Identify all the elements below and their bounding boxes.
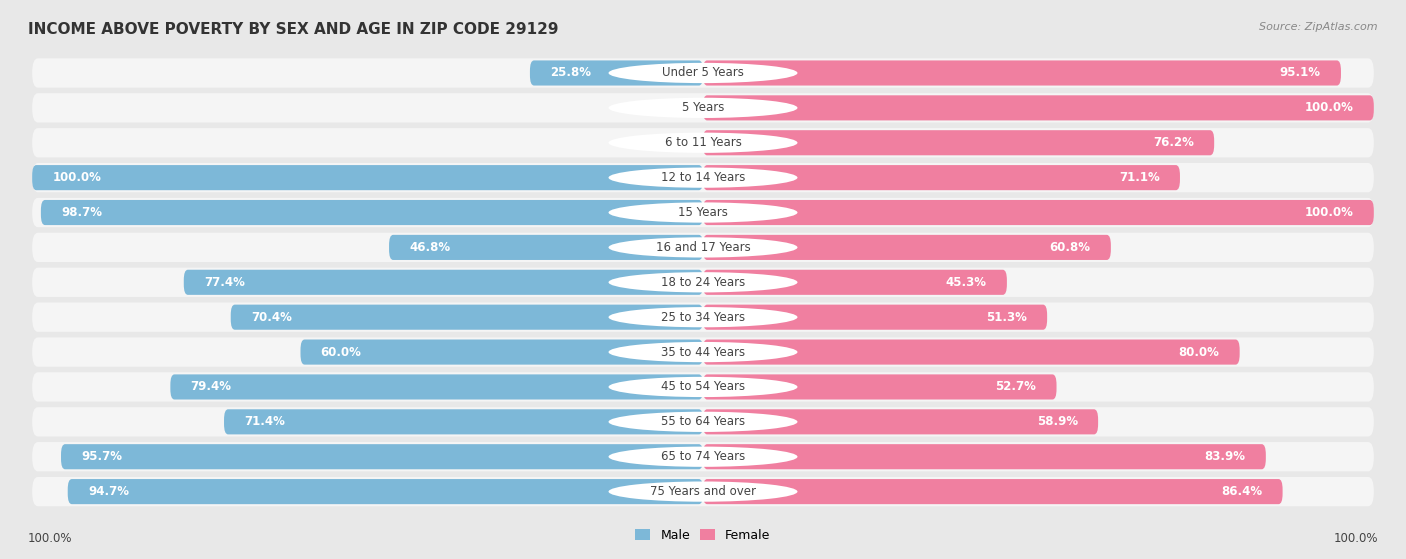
- Legend: Male, Female: Male, Female: [630, 524, 776, 547]
- Text: 100.0%: 100.0%: [1333, 532, 1378, 545]
- FancyBboxPatch shape: [530, 60, 703, 86]
- FancyBboxPatch shape: [231, 305, 703, 330]
- Text: 25.8%: 25.8%: [550, 67, 591, 79]
- FancyBboxPatch shape: [32, 233, 1374, 262]
- Text: INCOME ABOVE POVERTY BY SEX AND AGE IN ZIP CODE 29129: INCOME ABOVE POVERTY BY SEX AND AGE IN Z…: [28, 22, 558, 37]
- Ellipse shape: [609, 272, 797, 292]
- FancyBboxPatch shape: [703, 444, 1265, 469]
- FancyBboxPatch shape: [703, 200, 1374, 225]
- Text: 100.0%: 100.0%: [28, 532, 73, 545]
- Ellipse shape: [609, 202, 797, 222]
- FancyBboxPatch shape: [703, 270, 1007, 295]
- Text: 76.2%: 76.2%: [1153, 136, 1194, 149]
- Text: 35 to 44 Years: 35 to 44 Years: [661, 345, 745, 358]
- FancyBboxPatch shape: [703, 130, 1215, 155]
- FancyBboxPatch shape: [184, 270, 703, 295]
- Text: 15 Years: 15 Years: [678, 206, 728, 219]
- FancyBboxPatch shape: [703, 339, 1240, 364]
- FancyBboxPatch shape: [60, 444, 703, 469]
- Ellipse shape: [609, 237, 797, 258]
- FancyBboxPatch shape: [703, 165, 1180, 190]
- Ellipse shape: [609, 307, 797, 328]
- FancyBboxPatch shape: [32, 302, 1374, 332]
- Text: 100.0%: 100.0%: [52, 171, 101, 184]
- FancyBboxPatch shape: [703, 305, 1047, 330]
- FancyBboxPatch shape: [32, 407, 1374, 437]
- FancyBboxPatch shape: [224, 409, 703, 434]
- FancyBboxPatch shape: [703, 409, 1098, 434]
- FancyBboxPatch shape: [32, 442, 1374, 471]
- FancyBboxPatch shape: [67, 479, 703, 504]
- Text: 46.8%: 46.8%: [409, 241, 450, 254]
- Text: 52.7%: 52.7%: [995, 381, 1036, 394]
- Text: 58.9%: 58.9%: [1036, 415, 1078, 428]
- Text: 60.8%: 60.8%: [1050, 241, 1091, 254]
- Text: Source: ZipAtlas.com: Source: ZipAtlas.com: [1260, 22, 1378, 32]
- Text: 80.0%: 80.0%: [1178, 345, 1219, 358]
- FancyBboxPatch shape: [703, 479, 1282, 504]
- Ellipse shape: [609, 63, 797, 83]
- FancyBboxPatch shape: [703, 96, 1374, 120]
- FancyBboxPatch shape: [32, 128, 1374, 158]
- Text: 16 and 17 Years: 16 and 17 Years: [655, 241, 751, 254]
- Text: 70.4%: 70.4%: [252, 311, 292, 324]
- Text: 77.4%: 77.4%: [204, 276, 245, 289]
- Text: 6 to 11 Years: 6 to 11 Years: [665, 136, 741, 149]
- FancyBboxPatch shape: [32, 198, 1374, 227]
- Ellipse shape: [609, 342, 797, 362]
- Text: 55 to 64 Years: 55 to 64 Years: [661, 415, 745, 428]
- Text: 60.0%: 60.0%: [321, 345, 361, 358]
- Text: 100.0%: 100.0%: [1305, 101, 1354, 115]
- Text: 5 Years: 5 Years: [682, 101, 724, 115]
- Text: 51.3%: 51.3%: [986, 311, 1026, 324]
- Ellipse shape: [609, 447, 797, 467]
- Text: 75 Years and over: 75 Years and over: [650, 485, 756, 498]
- FancyBboxPatch shape: [301, 339, 703, 364]
- Text: 45.3%: 45.3%: [946, 276, 987, 289]
- FancyBboxPatch shape: [32, 372, 1374, 401]
- Text: 83.9%: 83.9%: [1205, 450, 1246, 463]
- Ellipse shape: [609, 132, 797, 153]
- Ellipse shape: [609, 377, 797, 397]
- Text: 12 to 14 Years: 12 to 14 Years: [661, 171, 745, 184]
- FancyBboxPatch shape: [32, 93, 1374, 122]
- Text: 98.7%: 98.7%: [60, 206, 103, 219]
- Text: 18 to 24 Years: 18 to 24 Years: [661, 276, 745, 289]
- FancyBboxPatch shape: [703, 375, 1056, 400]
- Text: 71.1%: 71.1%: [1119, 171, 1160, 184]
- Ellipse shape: [609, 481, 797, 502]
- Text: 71.4%: 71.4%: [245, 415, 285, 428]
- FancyBboxPatch shape: [32, 477, 1374, 506]
- FancyBboxPatch shape: [32, 163, 1374, 192]
- FancyBboxPatch shape: [41, 200, 703, 225]
- FancyBboxPatch shape: [170, 375, 703, 400]
- Text: 86.4%: 86.4%: [1222, 485, 1263, 498]
- FancyBboxPatch shape: [703, 60, 1341, 86]
- FancyBboxPatch shape: [32, 338, 1374, 367]
- Text: 45 to 54 Years: 45 to 54 Years: [661, 381, 745, 394]
- Text: 95.7%: 95.7%: [82, 450, 122, 463]
- Text: 25 to 34 Years: 25 to 34 Years: [661, 311, 745, 324]
- Text: 65 to 74 Years: 65 to 74 Years: [661, 450, 745, 463]
- Text: 100.0%: 100.0%: [1305, 206, 1354, 219]
- Text: 79.4%: 79.4%: [191, 381, 232, 394]
- Text: Under 5 Years: Under 5 Years: [662, 67, 744, 79]
- FancyBboxPatch shape: [32, 165, 703, 190]
- Ellipse shape: [609, 168, 797, 188]
- Ellipse shape: [609, 412, 797, 432]
- Text: 95.1%: 95.1%: [1279, 67, 1320, 79]
- Text: 94.7%: 94.7%: [89, 485, 129, 498]
- FancyBboxPatch shape: [703, 235, 1111, 260]
- Ellipse shape: [609, 98, 797, 118]
- FancyBboxPatch shape: [32, 268, 1374, 297]
- FancyBboxPatch shape: [32, 58, 1374, 88]
- FancyBboxPatch shape: [389, 235, 703, 260]
